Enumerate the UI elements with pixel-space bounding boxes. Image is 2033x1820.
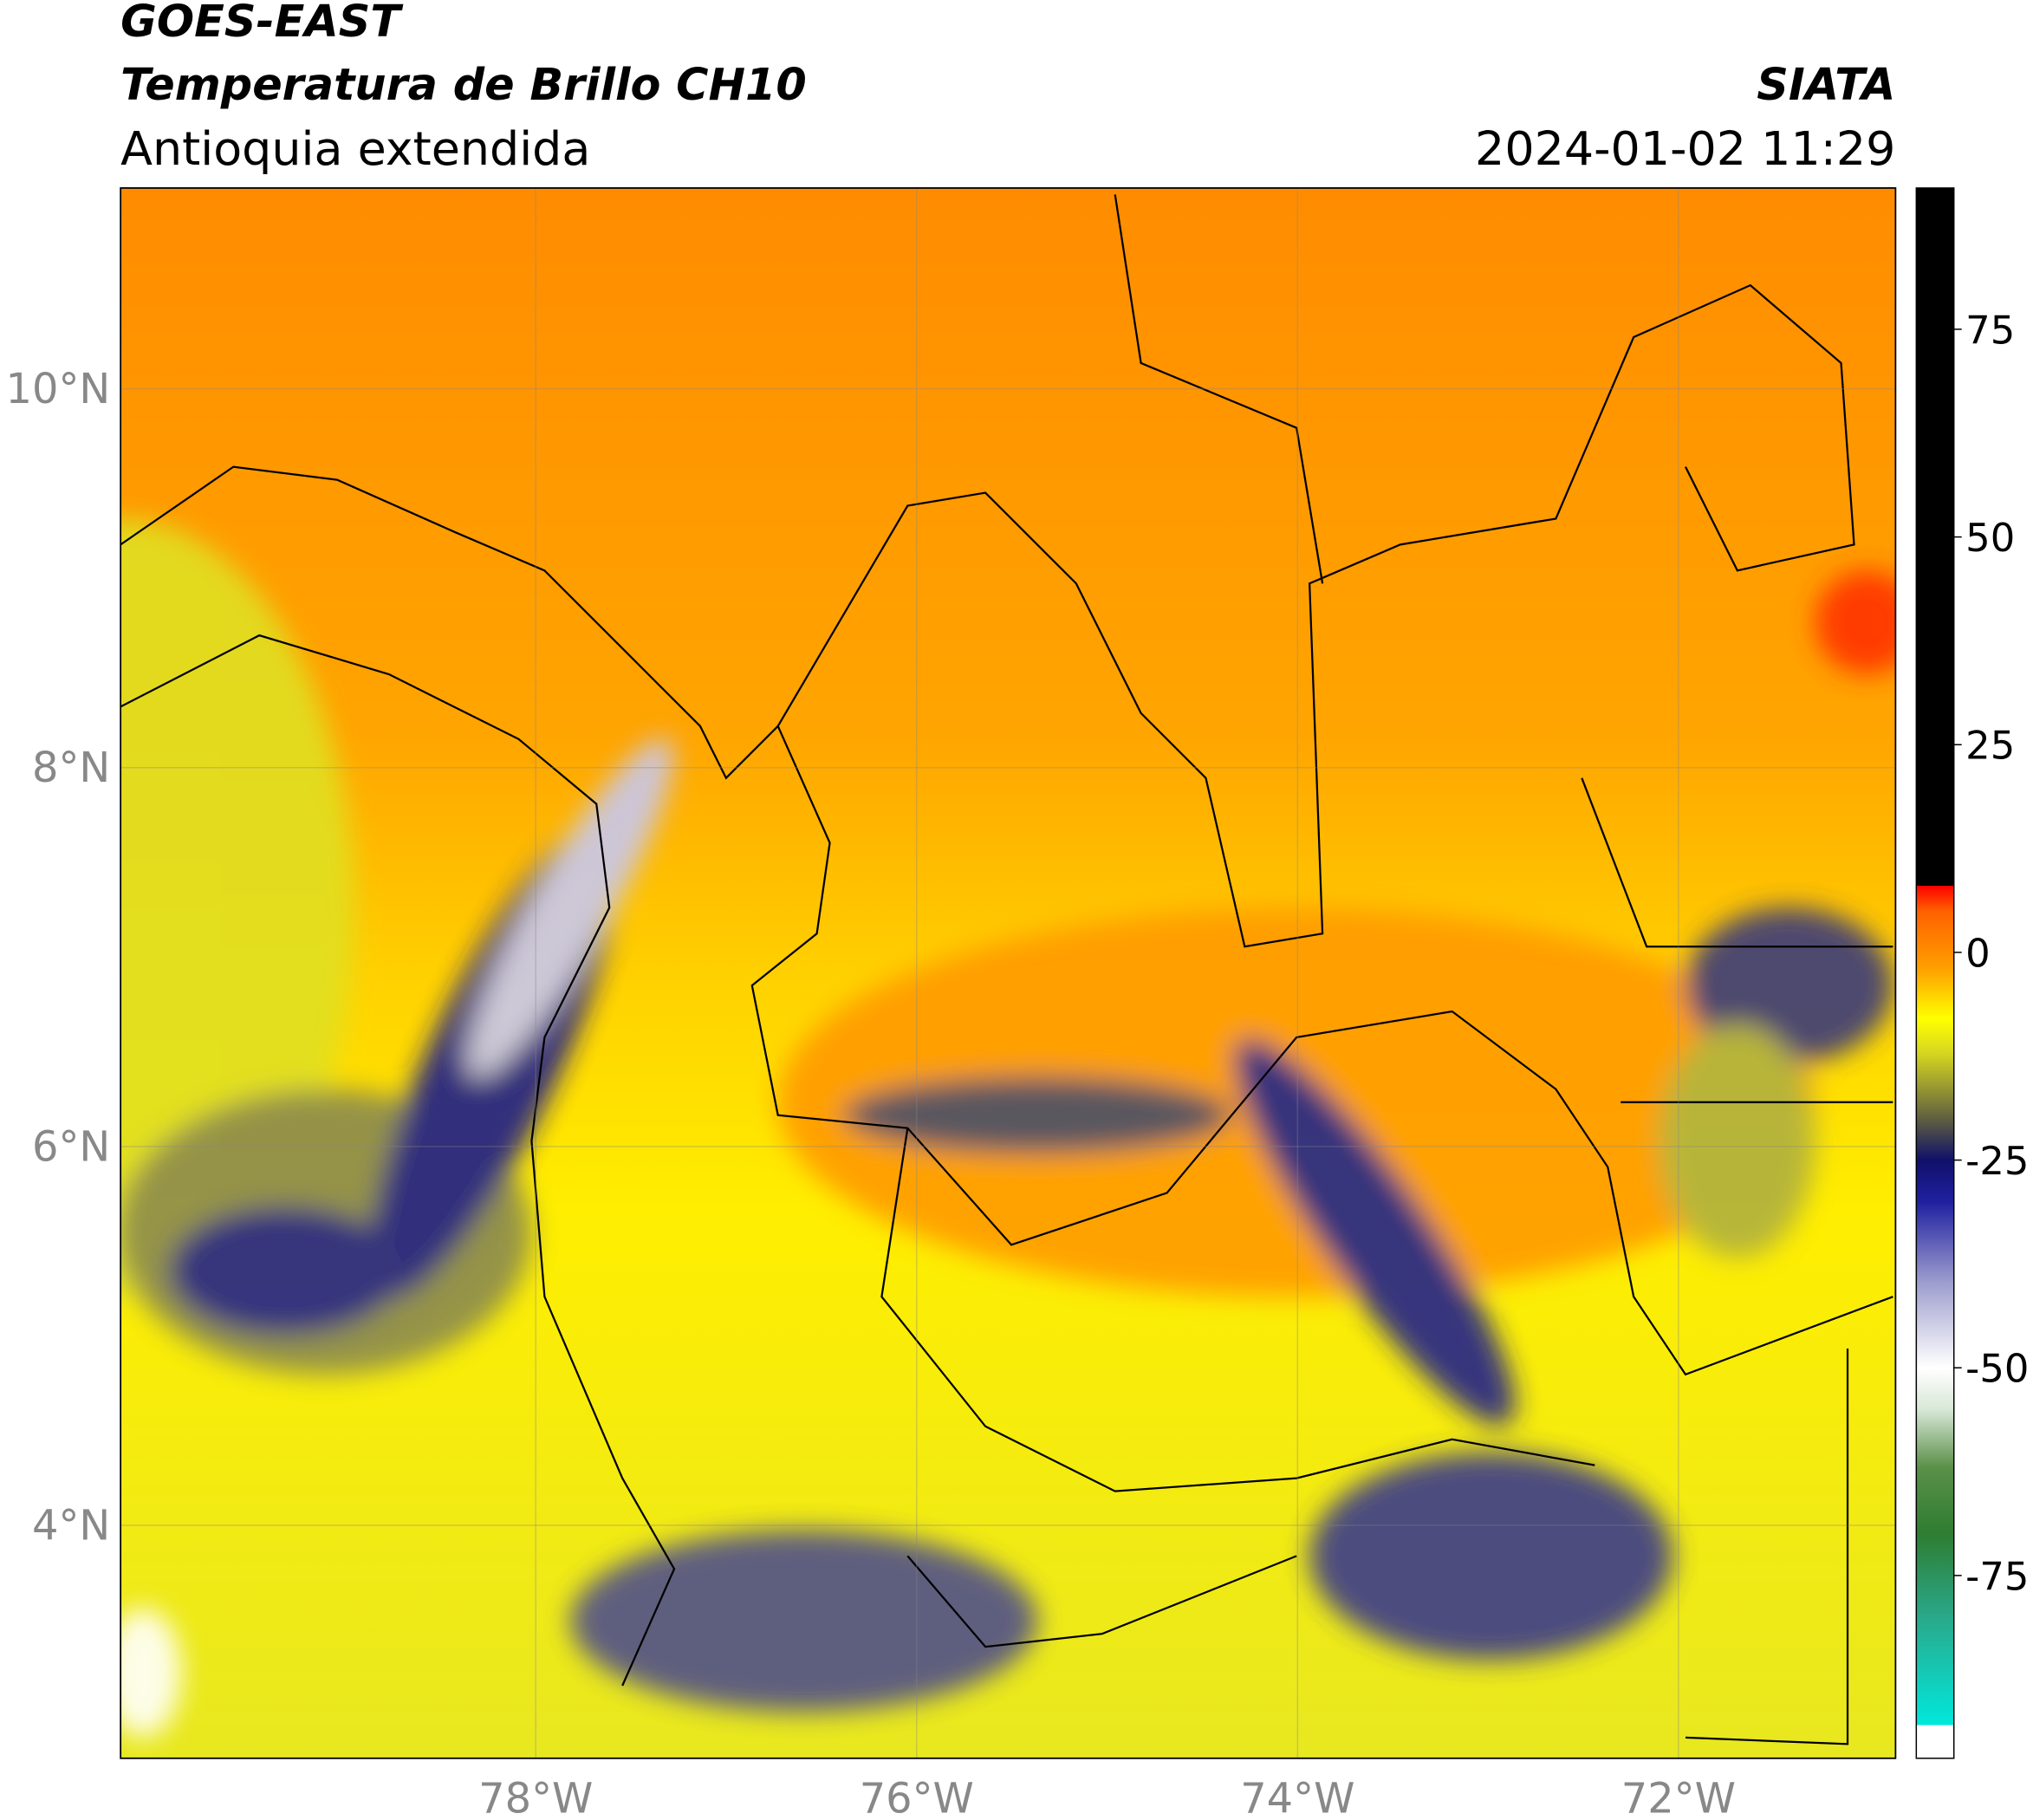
- colorbar-tick-label: 50: [1965, 515, 2015, 561]
- lat-tick-label: 8°N: [32, 744, 110, 792]
- lon-tick-label: 76°W: [860, 1776, 974, 1820]
- colorbar-tick-label: 0: [1965, 930, 1991, 976]
- colorbar: [1915, 187, 1955, 1759]
- colorbar-tick-label: -50: [1965, 1346, 2029, 1392]
- lon-tick-label: 74°W: [1240, 1776, 1354, 1820]
- map-frame: [120, 187, 1897, 1759]
- lat-tick-label: 6°N: [32, 1123, 110, 1171]
- agency: SIATA: [1757, 59, 1895, 110]
- datetime: 2024-01-02 11:29: [1475, 121, 1895, 176]
- title: GOES-EAST: [120, 0, 404, 47]
- map-image: [120, 187, 1896, 1758]
- colorbar-tick-label: -25: [1965, 1138, 2029, 1184]
- colorbar-tick-label: 75: [1965, 307, 2015, 353]
- lat-tick-label: 10°N: [6, 366, 111, 413]
- lon-tick-label: 78°W: [478, 1776, 593, 1820]
- lon-tick-label: 72°W: [1621, 1776, 1736, 1820]
- subtitle: Antioquia extendida: [120, 121, 590, 176]
- colorbar-tick-label: -75: [1965, 1553, 2029, 1599]
- lat-tick-label: 4°N: [32, 1502, 110, 1550]
- title: Temperatura de Brillo CH10: [120, 59, 807, 110]
- colorbar-tick-label: 25: [1965, 723, 2015, 769]
